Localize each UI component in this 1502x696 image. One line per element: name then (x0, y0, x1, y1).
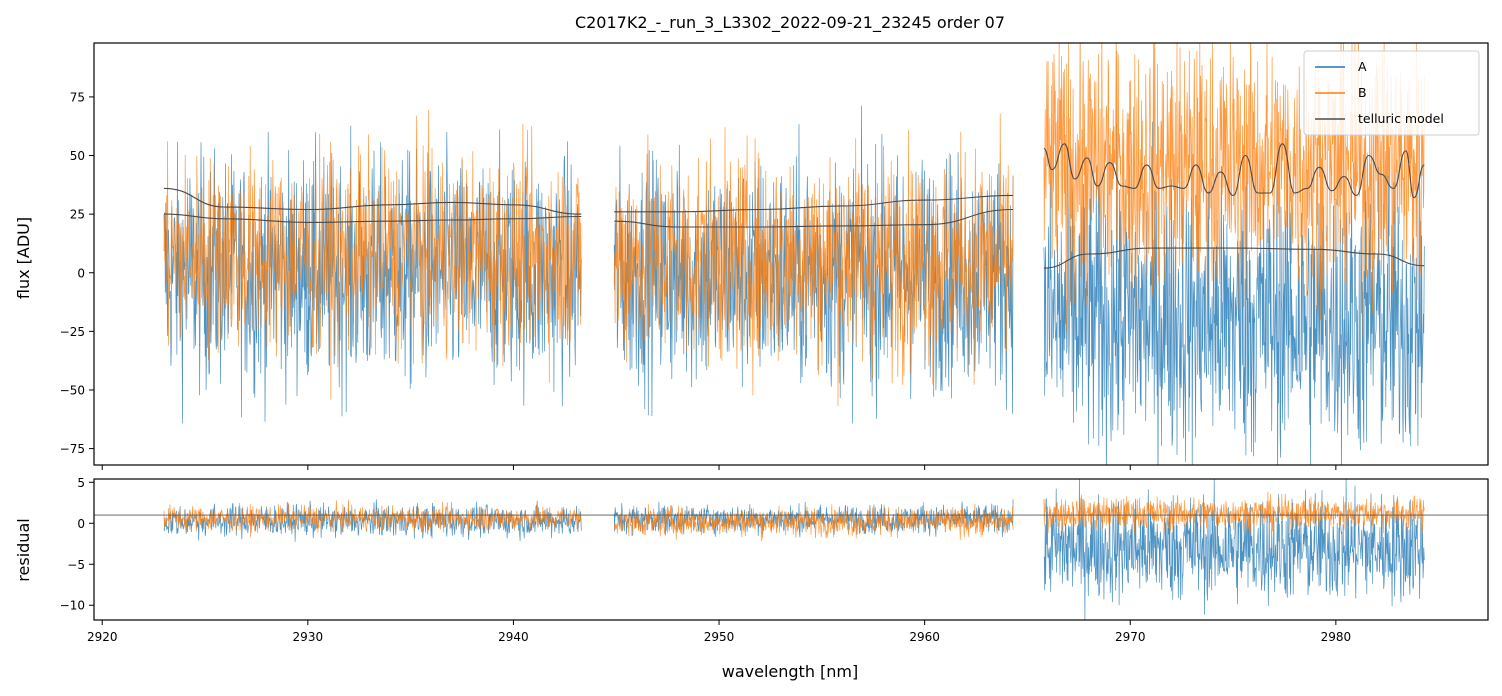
series-b-segment-3 (1043, 491, 1425, 535)
chart-title: C2017K2_-_run_3_L3302_2022-09-21_23245 o… (575, 13, 1005, 33)
x-tick-label: 2970 (1115, 630, 1146, 644)
flux-y-axis-label: flux [ADU] (14, 217, 33, 299)
residual-data-area (163, 479, 1425, 620)
flux-axes-frame (93, 42, 1489, 466)
telluric-model-curve-1 (163, 187, 582, 215)
telluric-model-curves (163, 143, 1425, 269)
x-tick-label: 2930 (293, 630, 324, 644)
x-tick-label: 2940 (498, 630, 529, 644)
legend-label-a: A (1358, 59, 1367, 74)
flux-y-axis: −75 −50 −25 0 25 50 75 (60, 90, 94, 456)
residual-y-axis: −10 −5 0 5 (60, 476, 94, 613)
telluric-model-curve-2 (163, 213, 582, 223)
series-a-segment-3 (1043, 479, 1425, 620)
telluric-model-curve-3 (614, 194, 1014, 213)
flux-y-tick-label: 50 (70, 149, 85, 163)
legend-label-b: B (1358, 85, 1367, 100)
residual-y-tick-label: 5 (77, 476, 85, 490)
residual-y-tick-label: 0 (77, 517, 85, 531)
legend-box (1303, 50, 1480, 136)
telluric-model-curve-5 (1043, 247, 1425, 269)
series-b-segment-2 (613, 502, 1014, 542)
flux-x-ticks (101, 465, 1337, 470)
telluric-model-curve-4 (614, 208, 1014, 228)
residual-panel: −10 −5 0 5 2920 2930 2940 2950 2960 2970 2980 res… (14, 476, 1489, 644)
flux-y-tick-label: 75 (70, 90, 85, 104)
series-b-segment-2 (613, 113, 1014, 406)
x-tick-label: 2950 (704, 630, 735, 644)
residual-y-axis-label: residual (14, 518, 33, 581)
flux-y-tick-label: −25 (60, 325, 85, 339)
flux-y-tick-label: −50 (60, 383, 85, 397)
x-tick-label: 2920 (87, 630, 118, 644)
series-a-segment-1 (163, 499, 582, 542)
series-b-segment-1 (163, 110, 582, 400)
legend-label-telluric: telluric model (1358, 111, 1444, 126)
flux-data-area (163, 43, 1425, 465)
x-axis-label: wavelength [nm] (722, 662, 859, 681)
x-tick-label: 2960 (909, 630, 940, 644)
flux-y-tick-label: 0 (77, 266, 85, 280)
residual-y-tick-label: −10 (60, 599, 85, 613)
x-tick-label: 2980 (1321, 630, 1352, 644)
series-a-segment-3 (1043, 121, 1425, 465)
legend: A B telluric model (1303, 50, 1480, 136)
residual-axes-frame (93, 478, 1489, 621)
series-b-segment-3 (1043, 43, 1425, 338)
flux-y-tick-label: −75 (60, 442, 85, 456)
flux-panel: −75 −50 −25 0 25 50 75 flux [ADU] A B telluric… (14, 42, 1489, 470)
telluric-model-curve-6 (1043, 143, 1425, 199)
residual-x-axis: 2920 2930 2940 2950 2960 2970 2980 (87, 620, 1351, 644)
residual-y-tick-label: −5 (67, 558, 85, 572)
flux-y-tick-label: 25 (70, 208, 85, 222)
series-b-segment-1 (163, 499, 582, 538)
